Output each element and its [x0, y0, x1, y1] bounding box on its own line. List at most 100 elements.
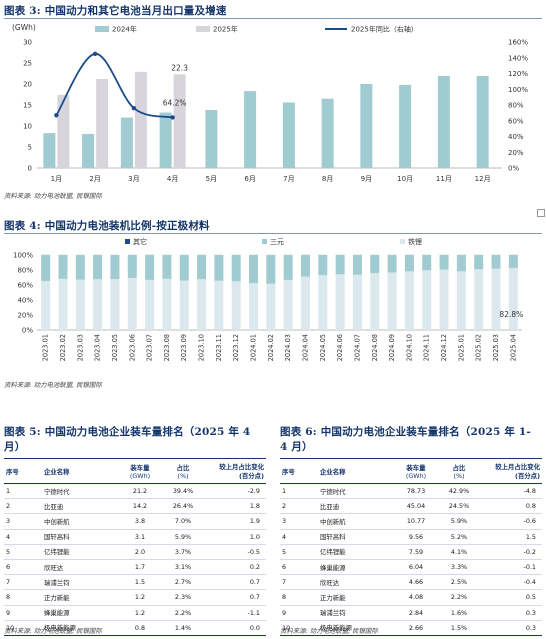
change-cell: -0.5	[204, 544, 266, 560]
stack-segment-lfp	[197, 279, 207, 330]
x-tick-label: 5月	[206, 175, 217, 183]
company-cell: 宁德时代	[306, 483, 394, 500]
table-row: 5 亿纬锂能 7.59 4.1% -0.2	[280, 544, 542, 560]
stack-segment-ncm	[127, 255, 137, 278]
x-tick-label: 2月	[89, 175, 100, 183]
company-cell: 中创新航	[30, 513, 118, 530]
volume-cell: 14.2	[118, 498, 162, 515]
header-change-unit: (百分点)	[514, 472, 540, 480]
x-tick-label: 2025.04	[509, 334, 517, 361]
legend-swatch	[262, 239, 267, 244]
table-row: 10 极电新能源 2.66 1.5% 0.3	[280, 620, 542, 636]
figure5-title-line2: 月）	[4, 441, 26, 453]
bar-2025	[57, 94, 70, 168]
x-tick-label: 2024.05	[319, 334, 327, 361]
rank-cell: 8	[280, 589, 306, 606]
x-tick-label: 2024.02	[267, 334, 275, 361]
change-cell: 0.0	[204, 620, 266, 636]
yoy-apr-label: 64.2%	[163, 98, 187, 107]
legend-swatch	[400, 239, 405, 244]
y-tick-label: 80%	[17, 267, 33, 275]
legend-swatch	[196, 26, 210, 32]
rank-cell: 6	[4, 559, 30, 576]
stack-segment-ncm	[75, 255, 85, 280]
volume-cell: 6.04	[394, 559, 438, 576]
change-cell: 0.2	[204, 559, 266, 576]
x-tick-label: 4月	[167, 175, 178, 183]
figure4-title-rule	[4, 233, 542, 234]
y-tick-label: 100%	[13, 252, 33, 260]
rank-cell: 9	[4, 605, 30, 621]
stack-segment-lfp	[404, 271, 414, 330]
table-row: 6 蜂巢能源 6.04 3.3% -0.1	[280, 559, 542, 576]
bar-2024	[205, 110, 218, 168]
stack-segment-lfp	[439, 269, 449, 330]
header-company: 企业名称	[306, 458, 394, 484]
share-cell: 26.4%	[162, 498, 204, 515]
stack-segment-ncm	[58, 255, 68, 279]
x-tick-label: 2024.08	[371, 334, 379, 361]
stack-segment-ncm	[387, 255, 397, 273]
share-cell: 3.3%	[438, 559, 480, 576]
volume-cell: 1.2	[118, 605, 162, 621]
stack-segment-ncm	[474, 255, 484, 270]
figure4-source: 资料来源: 动力电池联盟, 民银国际	[4, 381, 102, 389]
rank-cell: 1	[4, 483, 30, 500]
company-cell: 比亚迪	[306, 498, 394, 515]
table-row: 5 亿纬锂能 2.0 3.7% -0.5	[4, 544, 266, 560]
stack-segment-ncm	[508, 255, 518, 268]
change-cell: 0.5	[480, 589, 542, 606]
yoy-point	[170, 115, 175, 120]
header-volume-unit: (GWh)	[129, 471, 151, 480]
x-tick-label: 2023.05	[111, 334, 119, 361]
rank-cell: 6	[280, 559, 306, 576]
header-change-label: 较上月占比变化	[495, 463, 540, 471]
share-cell: 7.0%	[162, 513, 204, 530]
stack-segment-ncm	[214, 255, 224, 281]
lfp-latest-label: 82.8%	[499, 310, 523, 319]
y2-tick-label: 160%	[508, 39, 528, 47]
share-cell: 3.1%	[162, 559, 204, 576]
figure3-title: 图表 3: 中国动力和其它电池当月出口量及增速	[4, 5, 227, 17]
y-tick-label: 30	[23, 39, 32, 47]
stack-segment-ncm	[300, 255, 310, 277]
stack-segment-lfp	[474, 269, 484, 330]
header-rank: 序号	[280, 458, 306, 484]
share-cell: 2.3%	[162, 589, 204, 606]
stack-segment-ncm	[266, 255, 276, 284]
company-cell: 中创新航	[306, 513, 394, 530]
change-cell: 0.8	[480, 498, 542, 515]
table-row: 6 欣旺达 1.7 3.1% 0.2	[4, 559, 266, 576]
header-share: 占比 (%)	[438, 458, 480, 484]
y2-tick-label: 60%	[508, 117, 524, 125]
figure5-ranking-table: 序号 企业名称 装车量 (GWh) 占比 (%) 较上月占比变化 (百分点) 1…	[4, 458, 266, 636]
stack-segment-lfp	[93, 279, 103, 330]
change-cell: 1.9	[204, 513, 266, 530]
yoy-line	[55, 52, 173, 119]
stack-segment-ncm	[352, 255, 362, 275]
volume-cell: 0.8	[118, 620, 162, 636]
figure6-title-line2: 4 月）	[280, 441, 313, 453]
bar-2024	[437, 76, 450, 168]
share-cell: 2.5%	[438, 574, 480, 591]
change-cell: 1.0	[204, 529, 266, 545]
legend-swatch	[95, 26, 109, 32]
stack-segment-ncm	[283, 255, 293, 280]
change-cell: -0.2	[480, 544, 542, 560]
header-share-unit: (%)	[177, 471, 189, 480]
stack-segment-lfp	[249, 283, 259, 330]
figure5-source: 资料来源: 动力电池联盟, 民银国际	[4, 627, 102, 635]
stack-segment-lfp	[127, 277, 137, 330]
company-cell: 欣旺达	[30, 559, 118, 576]
yoy-point	[92, 51, 98, 57]
y-tick-label: 25	[23, 60, 32, 68]
x-tick-label: 2023.04	[94, 334, 102, 361]
y-tick-label: 10	[23, 123, 32, 131]
page-marker	[537, 209, 545, 217]
company-cell: 国轩高科	[306, 529, 394, 545]
change-cell: -1.1	[204, 605, 266, 621]
volume-cell: 1.2	[118, 589, 162, 606]
stack-segment-lfp	[387, 272, 397, 330]
x-tick-label: 7月	[283, 175, 294, 183]
y-axis-unit: (GWh)	[12, 23, 36, 32]
